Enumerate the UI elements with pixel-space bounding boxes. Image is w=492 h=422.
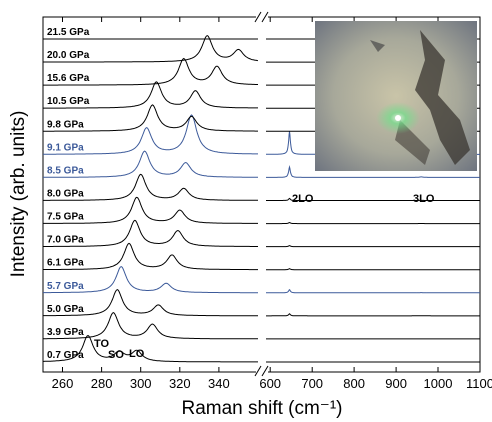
spectrum-left-5.7	[43, 266, 258, 294]
series-label: 3.9 GPa	[47, 327, 84, 338]
x-tick-label-right: 900	[385, 376, 407, 391]
spectrum-right-6.1	[266, 268, 480, 271]
x-tick-label-left: 280	[91, 376, 113, 391]
x-tick-label-right: 700	[301, 376, 323, 391]
spectrum-right-8.0	[266, 197, 480, 201]
spectrum-right-5.7	[266, 288, 480, 294]
series-label: 6.1 GPa	[47, 258, 84, 269]
series-label: 15.6 GPa	[47, 73, 90, 84]
pressure-labels: 0.7 GPa 3.9 GPa 5.0 GPa 5.7 GPa 6.1 GPa 7.0 G…	[47, 27, 90, 361]
spectrum-left-8.5	[43, 150, 258, 178]
x-tick-label-right: 600	[259, 376, 281, 391]
series-label: 9.1 GPa	[47, 142, 84, 153]
spectrum-left-15.6	[43, 57, 258, 86]
series-label: 10.5 GPa	[47, 96, 90, 107]
series-label: 20.0 GPa	[47, 50, 90, 61]
x-axis-ticks: 260 280 300 320 340 600 700 800 900 1000 1100	[52, 17, 492, 391]
spectrum-left-6.1	[43, 242, 258, 271]
spectrum-left-5.0	[43, 289, 258, 317]
spectrum-right-8.5	[266, 165, 480, 178]
axis-break-top	[254, 11, 269, 23]
spectrum-left-9.1	[43, 114, 258, 155]
series-label: 8.5 GPa	[47, 165, 84, 176]
series-label: 5.7 GPa	[47, 281, 84, 292]
annotation-to: TO	[94, 338, 110, 350]
spectrum-right-7.5	[266, 221, 480, 225]
x-tick-label-right: 1000	[424, 376, 453, 391]
x-tick-label-right: 1100	[466, 376, 492, 391]
spectrum-left-20.0	[43, 35, 259, 63]
x-tick-label-left: 320	[169, 376, 191, 391]
spectrum-right-5.0	[266, 313, 480, 317]
x-tick-label-left: 300	[130, 376, 152, 391]
x-tick-label-left: 340	[208, 376, 230, 391]
spectrum-left-8.0	[43, 173, 258, 201]
spectrum-left-7.0	[43, 219, 258, 247]
y-axis-title: Intensity (arb. units)	[8, 111, 29, 278]
spectrum-left-9.8	[43, 104, 258, 132]
x-tick-label-left: 260	[52, 376, 74, 391]
series-label: 21.5 GPa	[47, 27, 90, 38]
series-label: 8.0 GPa	[47, 189, 84, 200]
spectrum-right-7.0	[266, 245, 480, 248]
series-label: 7.5 GPa	[47, 212, 84, 223]
series-label: 0.7 GPa	[47, 350, 84, 361]
annotation-so: SO	[108, 349, 124, 361]
spectrum-left-10.5	[43, 81, 258, 109]
x-axis-title: Raman shift (cm⁻¹)	[182, 398, 343, 419]
spectrum-left-7.5	[43, 196, 258, 224]
series-label: 5.0 GPa	[47, 304, 84, 315]
series-label: 9.8 GPa	[47, 119, 84, 130]
spectrum-left-0.7	[43, 334, 258, 363]
x-tick-label-right: 800	[343, 376, 365, 391]
axis-break-bottom	[254, 365, 269, 377]
inset-photo	[315, 21, 477, 171]
annotation-3lo: 3LO	[413, 193, 435, 205]
series-label: 7.0 GPa	[47, 235, 84, 246]
annotation-2lo: 2LO	[292, 193, 314, 205]
spectrum-left-3.9	[43, 312, 258, 340]
annotation-lo: LO	[129, 348, 145, 360]
